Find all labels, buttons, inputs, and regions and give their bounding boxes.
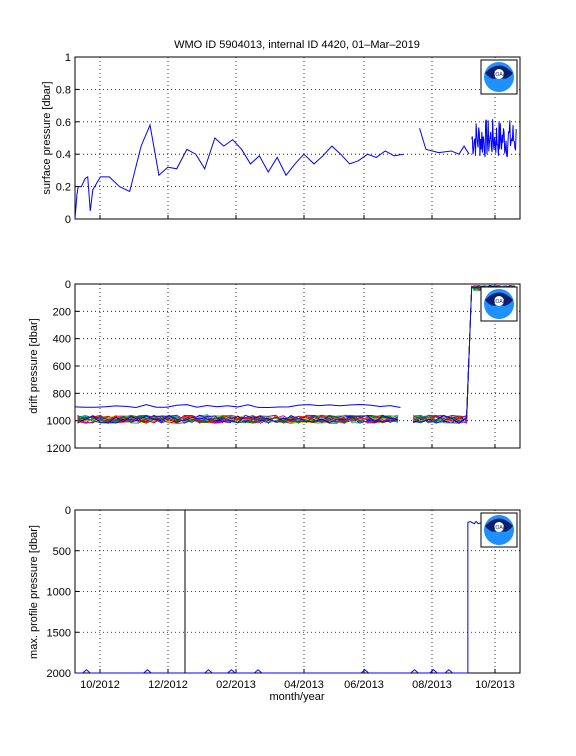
y-tick-label: 1200 <box>47 443 71 455</box>
y-tick-label: 800 <box>53 388 71 400</box>
y-label-3: max. profile pressure [dbar] <box>28 525 40 659</box>
surface-pressure-line <box>74 123 404 220</box>
drift-trace <box>77 414 399 424</box>
y-ticks-2: 0 200 400 600 800 1000 1200 <box>47 279 79 455</box>
logo-text-1: NOAA <box>492 72 507 78</box>
plot-area-1 <box>74 56 521 220</box>
y-tick-label: 0 <box>65 214 71 226</box>
y-tick-label: 1000 <box>47 416 71 428</box>
y-label-1: surface pressure [dbar] <box>41 81 53 194</box>
y-tick-label: 400 <box>53 334 71 346</box>
y-label-2: drift pressure [dbar] <box>28 318 40 413</box>
drift-trace <box>77 415 399 424</box>
y-tick-label: 0.8 <box>56 84 71 96</box>
max-pressure-line <box>75 520 517 674</box>
noaa-logo-2: NOAA <box>480 286 518 322</box>
y-tick-label: 0 <box>65 279 71 291</box>
drift-trace <box>77 414 399 424</box>
surface-pressure-noisy <box>471 119 517 158</box>
x-tick-label: 04/2013 <box>284 679 324 691</box>
y-tick-label: 1000 <box>47 587 71 599</box>
panel-surface-pressure: 0 0.2 0.4 0.6 0.8 1 surface pressure [dbar] N… <box>41 52 521 226</box>
x-tick-label: 12/2012 <box>148 679 188 691</box>
y-tick-label: 2000 <box>47 668 71 680</box>
y-tick-label: 0.6 <box>56 117 71 129</box>
x-tick-label: 02/2013 <box>216 679 256 691</box>
x-tick-labels: 10/2012 12/2012 02/2013 04/2013 06/2013 08/20… <box>80 679 515 691</box>
y-tick-label: 0.2 <box>56 182 71 194</box>
y-tick-label: 500 <box>53 546 71 558</box>
x-tick-label: 06/2013 <box>344 679 384 691</box>
panel-drift-pressure: 0 200 400 600 800 1000 1200 drift pressure [db… <box>28 279 521 455</box>
noaa-logo-3: NOAA <box>480 512 518 548</box>
drift-trace-upper <box>74 403 401 408</box>
surface-pressure-line-2 <box>419 128 470 155</box>
y-tick-label: 1500 <box>47 627 71 639</box>
logo-text-3: NOAA <box>492 525 507 531</box>
y-ticks-1: 0 0.2 0.4 0.6 0.8 1 <box>56 52 79 226</box>
y-tick-label: 0 <box>65 505 71 517</box>
x-tick-label: 10/2012 <box>80 679 120 691</box>
y-tick-label: 0.4 <box>56 149 71 161</box>
y-tick-label: 1 <box>65 52 71 64</box>
x-label: month/year <box>269 691 324 703</box>
chart-title: WMO ID 5904013, internal ID 4420, 01–Mar… <box>174 39 420 51</box>
max-profile-pressure-line <box>75 510 517 674</box>
y-tick-label: 600 <box>53 361 71 373</box>
plot-area-3 <box>74 509 521 674</box>
noaa-logo-1: NOAA <box>480 59 518 95</box>
x-tick-label: 08/2013 <box>412 679 452 691</box>
drift-pressure-lines <box>74 284 516 424</box>
panel-max-profile-pressure: 0 500 1000 1500 2000 max. profile pressure [… <box>28 505 521 680</box>
logo-text-2: NOAA <box>492 299 507 305</box>
y-ticks-3: 0 500 1000 1500 2000 <box>47 505 79 680</box>
y-tick-label: 200 <box>53 306 71 318</box>
x-tick-label: 10/2013 <box>475 679 515 691</box>
